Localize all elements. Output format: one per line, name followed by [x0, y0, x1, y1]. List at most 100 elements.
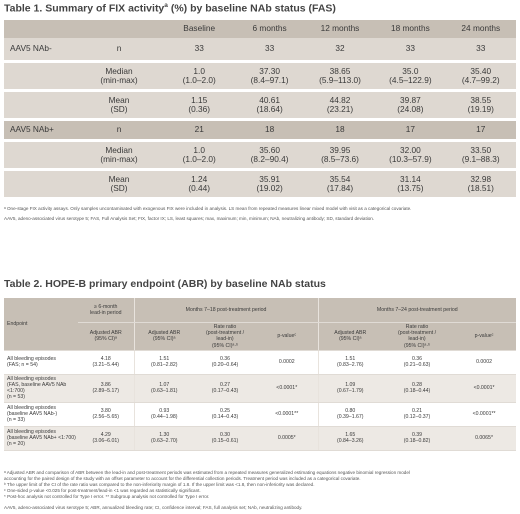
- cell: 0.93 (0.44–1.98): [133, 402, 194, 427]
- cell: 39.95 (8.5–73.6): [304, 142, 376, 168]
- cell: 35.40 (4.7–99.2): [445, 63, 516, 89]
- cell: 0.39 (0.18–0.82): [382, 426, 453, 451]
- cell: 21: [164, 121, 235, 139]
- sub-header: p-valueᶜ: [452, 322, 517, 351]
- table1-mean-row: Mean (SD) 1.15 (0.36) 40.61 (18.64) 44.82 (2…: [4, 92, 516, 118]
- abr-table: Endpoint ≥ 6-month lead-in period Months …: [4, 298, 517, 451]
- table1-median-row: Median (min-max) 1.0 (1.0–2.0) 37.30 (8.4–9…: [4, 63, 516, 89]
- row-label: All bleeding episodes (FAS, baseline AAV5…: [4, 374, 78, 403]
- sub-header: Rate ratio (post-treatment / lead-in) (95% …: [194, 322, 256, 351]
- cell: <0.0001**: [256, 402, 319, 427]
- col-header: 18 months: [375, 20, 446, 38]
- cell: 35.0 (4.5–122.9): [375, 63, 446, 89]
- cell: 0.0002: [256, 350, 319, 375]
- cell: 0.80 (0.39–1.67): [317, 402, 383, 427]
- cell: 0.0065*: [452, 426, 517, 451]
- cell: 0.0005*: [256, 426, 319, 451]
- cell: 1.24 (0.44): [164, 171, 235, 197]
- cell: 1.51 (0.83–2.76): [317, 350, 383, 375]
- table2-title: Table 2. HOPE-B primary endpoint (ABR) b…: [4, 278, 326, 290]
- table1-header-row: Baseline 6 months 12 months 18 months 24…: [4, 20, 516, 38]
- cell: <0.0001**: [452, 402, 517, 427]
- cell: 32.98 (18.51): [445, 171, 516, 197]
- cell: 1.07 (0.63–1.81): [133, 374, 194, 403]
- cell: <0.0001*: [452, 374, 517, 403]
- cell: 1.51 (0.81–2.82): [133, 350, 194, 375]
- sub-header: Rate ratio (post-treatment / lead-in) (95% …: [382, 322, 453, 351]
- col-header: Baseline: [164, 20, 235, 38]
- cell: 17: [375, 121, 446, 139]
- cell: 32.00 (10.3–57.9): [375, 142, 446, 168]
- cell: 0.27 (0.17–0.43): [194, 374, 256, 403]
- table1-n-row: AAV5 NAb- n 33 33 32 33 33: [4, 38, 516, 60]
- sub-header: Adjusted ABR (95% CI)ᵃ: [317, 322, 383, 351]
- cell: 0.36 (0.20–0.64): [194, 350, 256, 375]
- cell: 33: [164, 38, 235, 60]
- cell: 1.15 (0.36): [164, 92, 235, 118]
- table2-subheader-row: Adjusted ABR (95% CI)ᵃ Adjusted ABR (95% C…: [4, 322, 517, 351]
- cell: 0.30 (0.15–0.61): [194, 426, 256, 451]
- table1-median-row: Median (min-max) 1.0 (1.0–2.0) 35.60 (8.2–9…: [4, 142, 516, 168]
- cell: 0.21 (0.12–0.37): [382, 402, 453, 427]
- cell: 1.30 (0.63–2.70): [133, 426, 194, 451]
- col-header: 12 months: [304, 20, 376, 38]
- cell: 17: [445, 121, 516, 139]
- row-label: Mean (SD): [74, 92, 164, 118]
- cell: 1.65 (0.84–3.26): [317, 426, 383, 451]
- cell: 44.82 (23.21): [304, 92, 376, 118]
- table1-n-row: AAV5 NAb+ n 21 18 18 17 17: [4, 121, 516, 139]
- row-label: All bleeding episodes (FAS; n = 54): [4, 350, 78, 375]
- table2-footnote: * Post-hoc analysis not controlled for T…: [4, 494, 210, 499]
- table1-mean-row: Mean (SD) 1.24 (0.44) 35.91 (19.02) 35.54 (1…: [4, 171, 516, 197]
- cell: 3.86 (2.89–5.17): [78, 374, 134, 403]
- cell: 0.28 (0.18–0.44): [382, 374, 453, 403]
- cell: 33: [234, 38, 305, 60]
- table1-footnote: ᵃ One-stage FIX activity assays. Only sa…: [4, 206, 412, 211]
- cell: 39.87 (24.08): [375, 92, 446, 118]
- table2-abbreviations: AAV5, adeno-associated virus serotype 5;…: [4, 505, 303, 510]
- cell: 4.18 (3.21–5.44): [78, 350, 134, 375]
- table2-footnote: ᵃ Adjusted ABR and comparison of ABR bet…: [4, 470, 410, 475]
- lead-in-header: ≥ 6-month lead-in period: [78, 298, 134, 323]
- col-header: 6 months: [234, 20, 305, 38]
- cell: 32: [304, 38, 376, 60]
- table-row: All bleeding episodes (FAS, baseline AAV5…: [4, 374, 517, 403]
- cell: 35.54 (17.84): [304, 171, 376, 197]
- table2-header-row: Endpoint ≥ 6-month lead-in period Months …: [4, 298, 517, 351]
- table-row: All bleeding episodes (baseline AAV5 NAb-…: [4, 402, 517, 427]
- row-label: All bleeding episodes (baseline AAV5 NAb-…: [4, 402, 78, 427]
- cell: 0.36 (0.21–0.63): [382, 350, 453, 375]
- cell: 18: [304, 121, 376, 139]
- row-label: Mean (SD): [74, 171, 164, 197]
- fix-activity-table: Baseline 6 months 12 months 18 months 24…: [4, 20, 516, 197]
- cell: 1.0 (1.0–2.0): [164, 142, 235, 168]
- period2-header: Months 7–24 post-treatment period: [317, 298, 517, 323]
- cell: 38.55 (19.19): [445, 92, 516, 118]
- sub-header: p-valueᶜ: [256, 322, 319, 351]
- cell: 38.65 (5.9–113.0): [304, 63, 376, 89]
- row-label: Median (min-max): [74, 142, 164, 168]
- table-row: All bleeding episodes (baseline AAV5 NAb+…: [4, 426, 517, 451]
- table2-footnote: accounting for the paired design of the …: [4, 476, 361, 481]
- period1-header: Months 7–18 post-treatment period: [133, 298, 319, 323]
- cell: 40.61 (18.64): [234, 92, 305, 118]
- group-label: AAV5 NAb-: [4, 38, 74, 60]
- col-header: 24 months: [445, 20, 516, 38]
- table1-abbreviations: AAV5, adeno-associated virus serotype 5;…: [4, 216, 375, 221]
- cell: 1.0 (1.0–2.0): [164, 63, 235, 89]
- sub-header: Adjusted ABR (95% CI)ᵃ: [133, 322, 194, 351]
- endpoint-header: Endpoint: [4, 298, 78, 351]
- group-label: AAV5 NAb+: [4, 121, 74, 139]
- row-label: All bleeding episodes (baseline AAV5 NAb+…: [4, 426, 78, 451]
- cell: 3.80 (2.56–5.65): [78, 402, 134, 427]
- cell: 35.60 (8.2–90.4): [234, 142, 305, 168]
- table2-footnote: ᶜ One-sided p-value <0.025 for post-trea…: [4, 488, 201, 493]
- cell: 18: [234, 121, 305, 139]
- cell: 0.25 (0.14–0.43): [194, 402, 256, 427]
- table2-footnote: ᵇ The upper limit of the CI of the rate …: [4, 482, 315, 487]
- cell: 37.30 (8.4–97.1): [234, 63, 305, 89]
- cell: 4.29 (3.06–6.01): [78, 426, 134, 451]
- sub-header: Adjusted ABR (95% CI)ᵃ: [78, 322, 134, 351]
- cell: 33: [375, 38, 446, 60]
- table-row: All bleeding episodes (FAS; n = 54) 4.18(…: [4, 350, 517, 375]
